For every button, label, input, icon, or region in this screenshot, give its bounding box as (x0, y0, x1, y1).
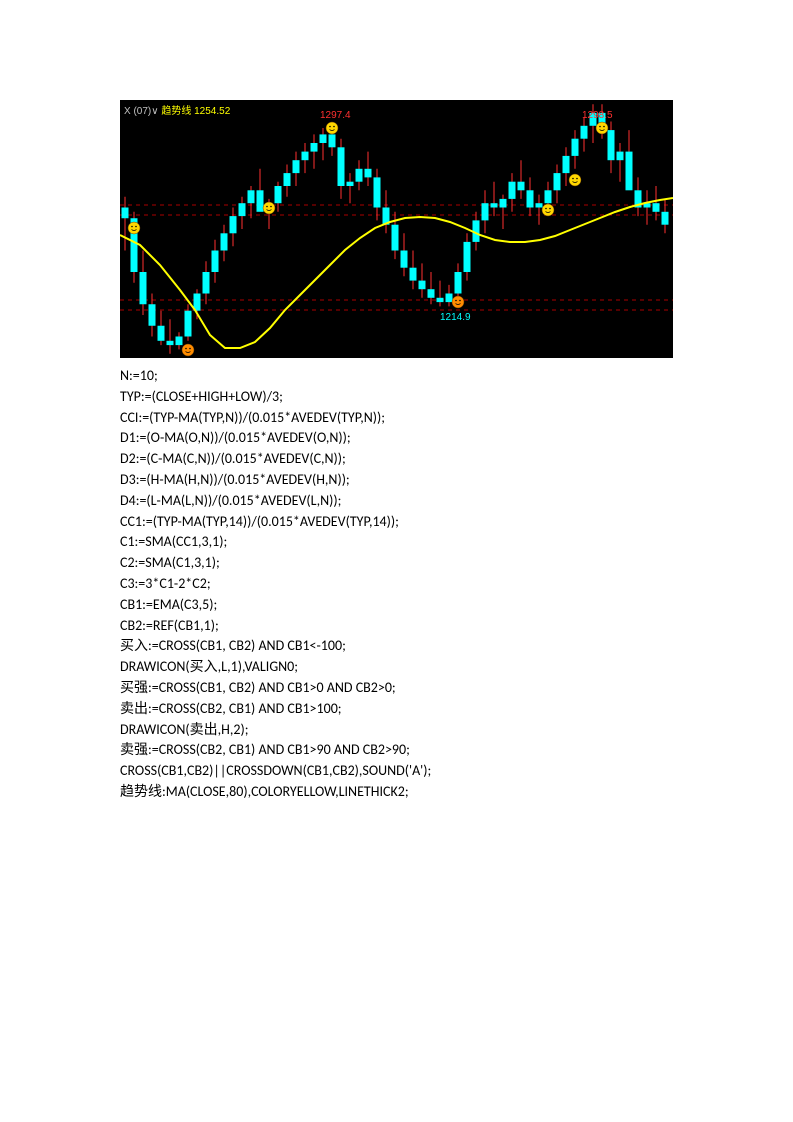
code-line: D4:=(L-MA(L,N))/(0.015*AVEDEV(L,N)); (120, 491, 673, 512)
code-line: 趋势线:MA(CLOSE,80),COLORYELLOW,LINETHICK2; (120, 782, 673, 803)
code-line: D3:=(H-MA(H,N))/(0.015*AVEDEV(H,N)); (120, 470, 673, 491)
code-line: 卖出:=CROSS(CB2, CB1) AND CB1>100; (120, 699, 673, 720)
code-line: CCI:=(TYP-MA(TYP,N))/(0.015*AVEDEV(TYP,N… (120, 408, 673, 429)
code-line: 买强:=CROSS(CB1, CB2) AND CB1>0 AND CB2>0; (120, 678, 673, 699)
chart-x-label: X (07) (124, 106, 151, 117)
chart-series-label: 趋势线 1254.52 (161, 106, 230, 117)
code-line: C1:=SMA(CC1,3,1); (120, 532, 673, 553)
chart-header: X (07)∨ 趋势线 1254.52 (124, 102, 230, 117)
code-line: N:=10; (120, 366, 673, 387)
chart-svg: 1297.4 1214.9 1298.5 (120, 100, 673, 358)
code-line: DRAWICON(卖出,H,2); (120, 720, 673, 741)
code-line: C2:=SMA(C1,3,1); (120, 553, 673, 574)
svg-text:1297.4: 1297.4 (320, 110, 351, 121)
code-line: CB1:=EMA(C3,5); (120, 595, 673, 616)
svg-text:1298.5: 1298.5 (582, 110, 613, 121)
code-line: D2:=(C-MA(C,N))/(0.015*AVEDEV(C,N)); (120, 449, 673, 470)
code-line: 卖强:=CROSS(CB2, CB1) AND CB1>90 AND CB2>9… (120, 740, 673, 761)
code-line: CROSS(CB1,CB2)||CROSSDOWN(CB1,CB2),SOUND… (120, 761, 673, 782)
chart-dropdown-icon: ∨ (151, 106, 158, 117)
svg-text:1214.9: 1214.9 (440, 312, 471, 323)
code-line: DRAWICON(买入,L,1),VALIGN0; (120, 657, 673, 678)
code-line: 买入:=CROSS(CB1, CB2) AND CB1<-100; (120, 636, 673, 657)
code-line: CC1:=(TYP-MA(TYP,14))/(0.015*AVEDEV(TYP,… (120, 512, 673, 533)
document-page: 1297.4 1214.9 1298.5 X (07)∨ 趋势线 1254.52 N… (120, 100, 673, 803)
code-line: CB2:=REF(CB1,1); (120, 616, 673, 637)
code-line: TYP:=(CLOSE+HIGH+LOW)/3; (120, 387, 673, 408)
candlestick-chart: 1297.4 1214.9 1298.5 X (07)∨ 趋势线 1254.52 (120, 100, 673, 358)
code-line: C3:=3*C1-2*C2; (120, 574, 673, 595)
code-line: D1:=(O-MA(O,N))/(0.015*AVEDEV(O,N)); (120, 428, 673, 449)
code-block: N:=10;TYP:=(CLOSE+HIGH+LOW)/3;CCI:=(TYP-… (120, 366, 673, 803)
